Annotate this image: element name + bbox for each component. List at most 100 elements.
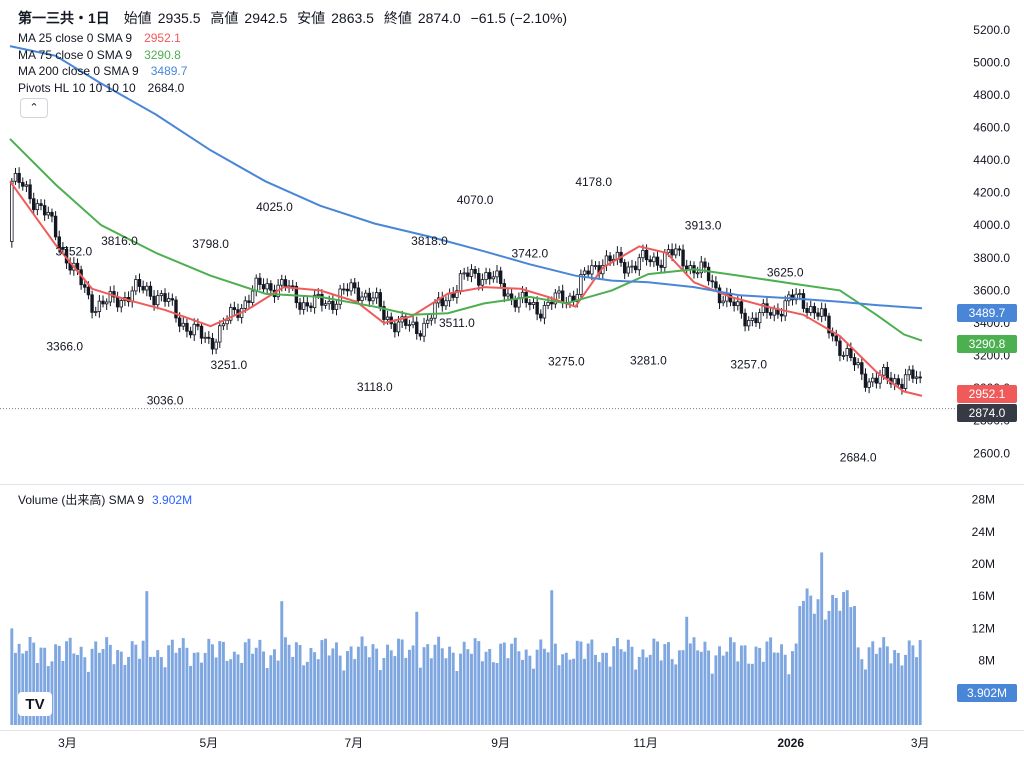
- candle: [717, 287, 722, 304]
- volume-bar: [856, 647, 860, 725]
- time-tick-label: 3月: [58, 736, 77, 750]
- volume-bar: [50, 661, 54, 725]
- pivot-label: 3511.0: [439, 316, 475, 330]
- indicator-ma25[interactable]: MA 25 close 0 SMA 9 2952.1: [18, 30, 573, 47]
- symbol-title[interactable]: 第一三共・1日: [18, 10, 110, 26]
- volume-bar: [397, 638, 400, 725]
- candle: [768, 312, 773, 316]
- volume-bar: [24, 650, 28, 725]
- volume-bar: [287, 644, 291, 725]
- indicator-label: MA 75 close 0 SMA 9: [18, 47, 133, 62]
- volume-bar: [163, 667, 167, 725]
- volume-bar: [170, 639, 174, 725]
- volume-bar: [564, 652, 568, 725]
- volume-bar: [39, 647, 43, 725]
- candle: [356, 287, 361, 301]
- volume-bar: [656, 641, 659, 725]
- volume-bar: [568, 659, 572, 725]
- volume-bar: [477, 641, 481, 725]
- volume-bar: [378, 670, 382, 725]
- volume-bar: [313, 652, 317, 725]
- candle: [301, 302, 306, 310]
- volume-bar: [572, 658, 576, 725]
- tradingview-logo[interactable]: TV: [18, 692, 52, 716]
- volume-bar: [444, 658, 448, 725]
- candle: [378, 292, 382, 307]
- volume-bar: [203, 652, 207, 725]
- volume-badge-label: 3.902M: [967, 686, 1007, 700]
- volume-bar: [353, 659, 357, 725]
- volume-bar: [710, 673, 714, 725]
- pivot-label: 3366.0: [46, 340, 83, 354]
- volume-bar: [331, 648, 335, 725]
- time-tick-label: 11月: [633, 736, 657, 750]
- candle: [320, 293, 324, 306]
- candle: [188, 330, 193, 336]
- indicator-ma200[interactable]: MA 200 close 0 SMA 9 3489.7: [18, 63, 573, 80]
- candle: [444, 300, 448, 307]
- candle: [203, 336, 207, 339]
- volume-bar: [159, 657, 163, 725]
- candle: [867, 381, 871, 388]
- indicator-pivots[interactable]: Pivots HL 10 10 10 10 2684.0: [18, 80, 573, 97]
- candle: [805, 308, 809, 313]
- price-badge-label: 2952.1: [969, 387, 1006, 401]
- volume-bar: [805, 588, 809, 725]
- candle: [907, 369, 911, 376]
- candle: [838, 340, 842, 356]
- price-badge: [957, 304, 1017, 322]
- candle: [714, 281, 718, 289]
- volume-bar: [17, 643, 21, 725]
- candle: [896, 378, 900, 385]
- volume-bar: [645, 657, 649, 725]
- volume-bar: [214, 657, 218, 725]
- volume-bar: [663, 644, 667, 725]
- indicator-label: Pivots HL 10 10 10 10: [18, 80, 136, 95]
- ohlc-header: 第一三共・1日 始値 2935.5 高値 2942.5 安値 2863.5 終値 287…: [18, 8, 573, 28]
- candle: [590, 265, 594, 275]
- candle: [174, 299, 178, 319]
- candle: [765, 303, 769, 313]
- candle: [101, 300, 105, 305]
- volume-bar: [407, 649, 411, 725]
- volume-bar: [127, 656, 131, 725]
- chevron-up-icon[interactable]: ⌃: [20, 98, 48, 118]
- candle: [152, 295, 156, 306]
- volume-bar: [623, 651, 627, 725]
- volume-bar: [94, 641, 98, 725]
- candle: [495, 270, 499, 278]
- volume-bar: [57, 645, 61, 725]
- volume-bar: [356, 646, 360, 725]
- volume-bar: [546, 652, 550, 725]
- candle: [159, 293, 164, 297]
- candle: [681, 249, 685, 267]
- volume-bar: [207, 638, 211, 725]
- time-tick-label: 9月: [491, 736, 510, 750]
- candle: [331, 300, 335, 310]
- candle: [484, 272, 488, 281]
- volume-bar: [101, 648, 105, 725]
- volume-bar: [371, 644, 375, 725]
- candle: [849, 348, 853, 358]
- candle: [422, 322, 426, 337]
- volume-bar: [367, 657, 371, 725]
- candle: [637, 257, 641, 271]
- candle: [644, 249, 649, 261]
- price-badge: [957, 385, 1017, 403]
- volume-bar: [597, 662, 601, 725]
- volume-bar: [218, 641, 222, 725]
- volume-bar: [418, 667, 422, 725]
- volume-bar: [470, 653, 473, 725]
- volume-bar: [641, 649, 645, 725]
- volume-bar: [422, 647, 426, 725]
- candle: [754, 317, 758, 324]
- volume-bar: [14, 652, 17, 725]
- pivot-label: 3275.0: [548, 354, 585, 368]
- candle: [396, 321, 401, 333]
- volume-legend[interactable]: Volume (出来高) SMA 9 3.902M: [18, 491, 192, 508]
- volume-bar: [495, 663, 499, 725]
- volume-bar: [375, 648, 379, 725]
- indicator-ma75[interactable]: MA 75 close 0 SMA 9 3290.8: [18, 47, 573, 64]
- indicator-value: 3489.7: [150, 64, 188, 78]
